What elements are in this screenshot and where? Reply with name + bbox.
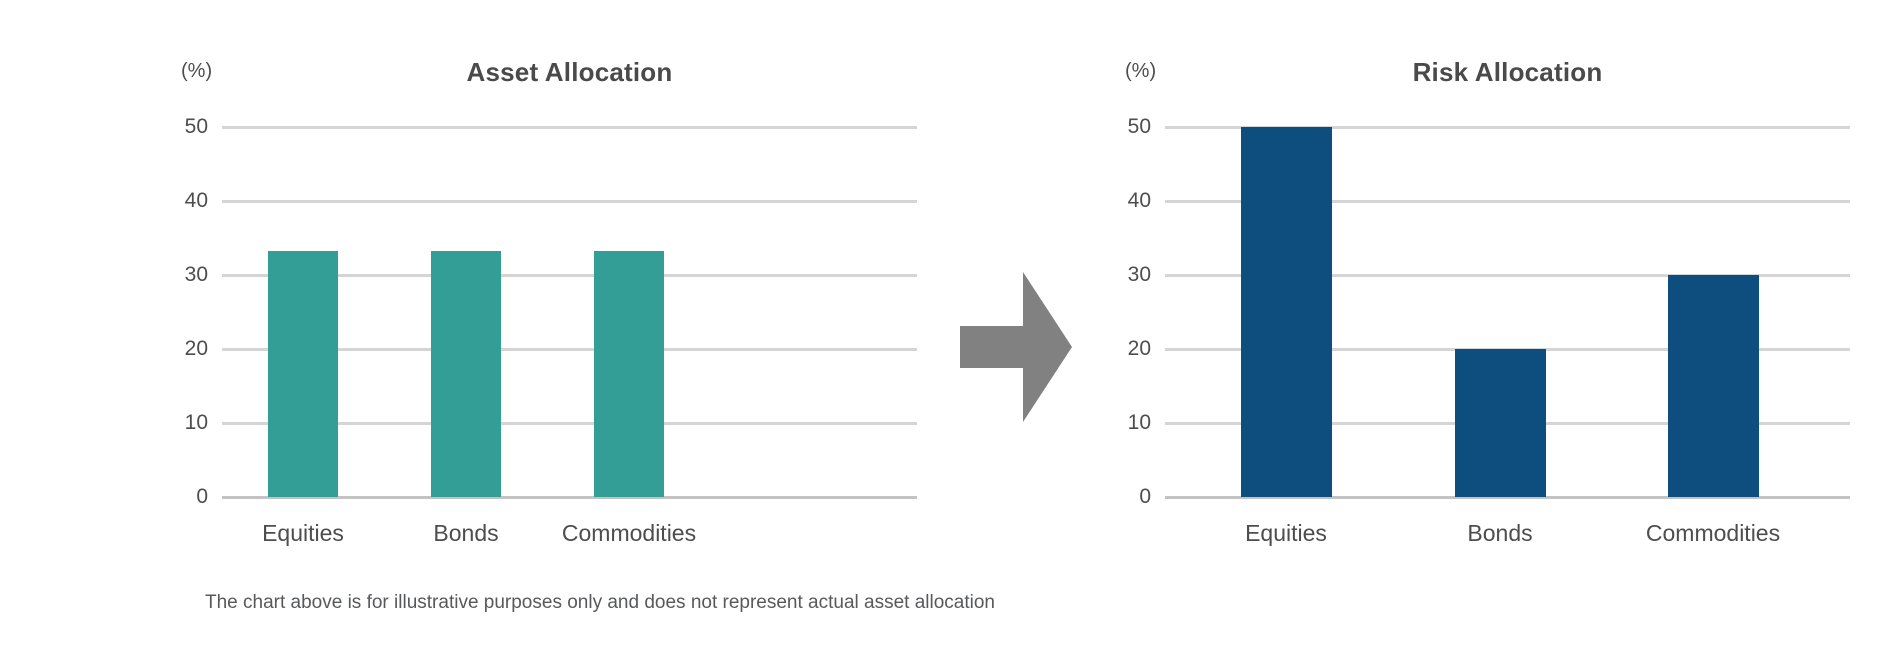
- y-tick-label: 0: [1139, 485, 1151, 508]
- y-tick-label: 30: [184, 263, 208, 286]
- gridline: [222, 348, 917, 351]
- bar-bonds: [1454, 349, 1546, 497]
- right-arrow-icon: [960, 272, 1072, 422]
- bar-equities: [1240, 127, 1332, 497]
- chart-title: Asset Allocation: [466, 57, 673, 87]
- x-axis-label-equities: Equities: [1245, 520, 1327, 546]
- y-tick-label: 10: [1127, 411, 1151, 434]
- y-tick-label: 50: [1127, 115, 1151, 138]
- y-tick-label: 10: [184, 411, 208, 434]
- y-axis-unit-label: (%): [1125, 60, 1157, 82]
- gridline: [222, 200, 917, 203]
- y-tick-label: 40: [184, 189, 208, 212]
- gridline: [1165, 126, 1850, 129]
- y-tick-label: 30: [1127, 263, 1151, 286]
- chart-title: Risk Allocation: [1412, 57, 1603, 87]
- bar-equities: [268, 250, 338, 497]
- asset-allocation-chart: Asset Allocation (%) 0 10 20 30 40 50 Equities Bo…: [160, 45, 922, 575]
- gridline: [222, 422, 917, 425]
- bar-commodities: [1667, 275, 1759, 497]
- bar-commodities: [594, 250, 664, 497]
- y-tick-label: 20: [184, 337, 208, 360]
- y-tick-label: 50: [184, 115, 208, 138]
- gridline: [1165, 200, 1850, 203]
- y-tick-label: 40: [1127, 189, 1151, 212]
- x-axis-label-equities: Equities: [262, 520, 344, 546]
- y-tick-label: 0: [196, 485, 208, 508]
- x-axis-baseline: [222, 496, 917, 499]
- gridline: [222, 126, 917, 129]
- risk-allocation-chart: Risk Allocation (%) 0 10 20 30 40 50 Equities Bon…: [1105, 45, 1855, 575]
- right-arrow-body: [960, 326, 1024, 368]
- right-arrow-head: [1023, 272, 1072, 422]
- x-axis-label-bonds: Bonds: [1467, 520, 1533, 546]
- x-axis-label-bonds: Bonds: [433, 520, 499, 546]
- x-axis-label-commodities: Commodities: [1645, 520, 1781, 546]
- x-axis-label-commodities: Commodities: [561, 520, 697, 546]
- chart-disclaimer: The chart above is for illustrative purp…: [205, 592, 996, 613]
- bar-bonds: [431, 250, 501, 497]
- y-tick-label: 20: [1127, 337, 1151, 360]
- gridline: [222, 274, 917, 277]
- x-axis-baseline: [1165, 496, 1850, 499]
- y-axis-unit-label: (%): [181, 60, 213, 82]
- gridline: [1165, 274, 1850, 277]
